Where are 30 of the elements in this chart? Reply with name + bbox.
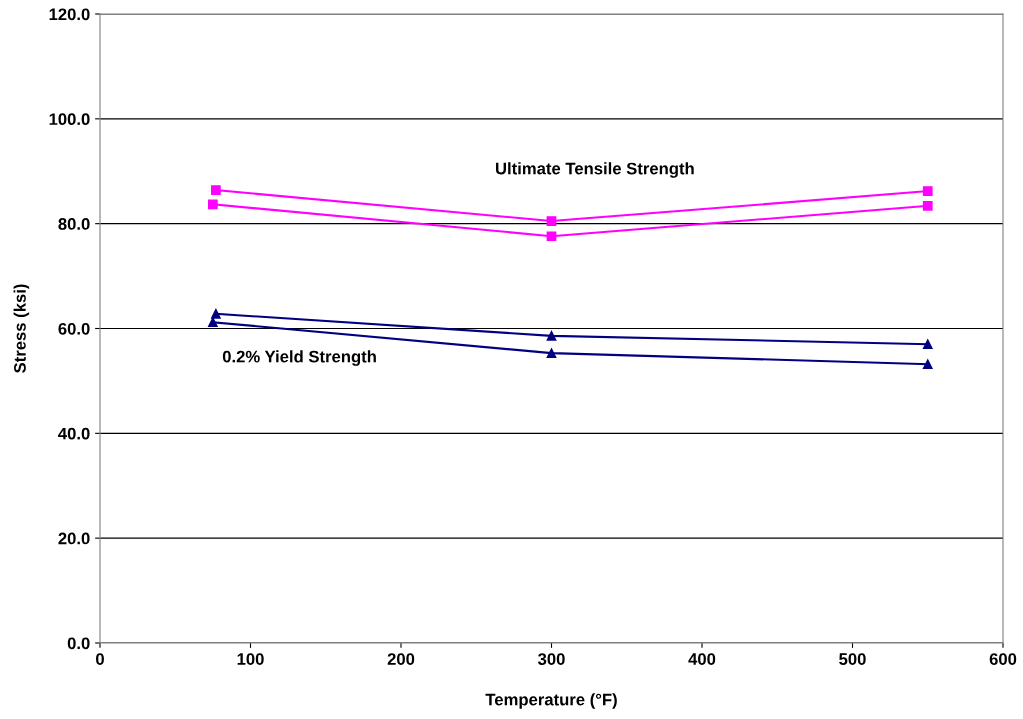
y-tick-label: 60.0 <box>58 322 90 335</box>
point <box>546 348 557 358</box>
y-tick-label: 0.0 <box>67 637 90 650</box>
x-tick-label: 200 <box>387 653 415 665</box>
x-tick-label: 400 <box>688 653 716 665</box>
point <box>922 359 933 370</box>
point <box>208 199 218 210</box>
point <box>922 200 933 211</box>
y-tick-label: 40.0 <box>58 427 90 440</box>
y-tick-label: 20.0 <box>58 532 90 545</box>
point <box>922 339 933 350</box>
point <box>922 186 933 197</box>
point <box>546 231 557 242</box>
annotation: 0.2% Yield Strength <box>222 350 376 366</box>
point <box>208 317 218 328</box>
x-tick-label: 100 <box>237 653 264 665</box>
y-tick-label: 80.0 <box>58 218 90 230</box>
point <box>211 185 221 195</box>
annotation: Ultimate Tensile Strength <box>495 162 694 178</box>
y-tick-label: 100.0 <box>49 113 90 126</box>
x-tick-label: 600 <box>989 653 1017 665</box>
x-axis-title: Temperature (°F) <box>485 693 617 709</box>
y-tick-label: 120.0 <box>49 8 90 21</box>
point <box>211 308 221 319</box>
x-tick-label: 300 <box>537 653 565 665</box>
point <box>546 330 557 341</box>
point <box>546 216 557 226</box>
y-axis-title: Stress (ksi) <box>13 284 30 373</box>
x-tick-label: 0 <box>96 653 104 665</box>
x-tick-label: 500 <box>839 653 866 665</box>
